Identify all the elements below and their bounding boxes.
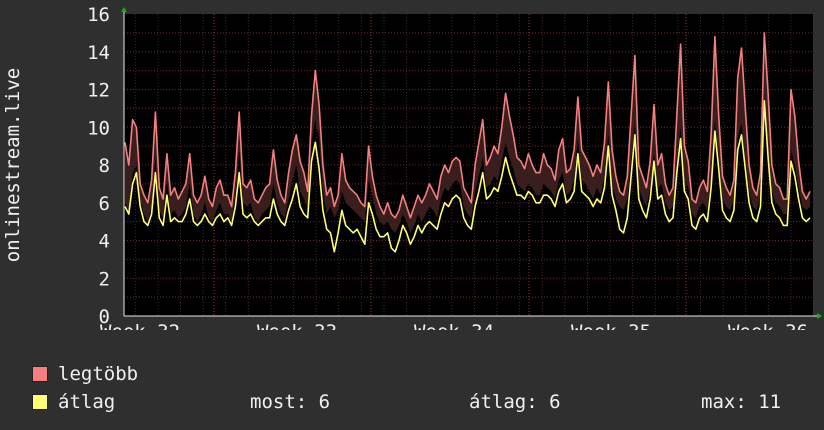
series-fill-legtobb: [125, 32, 810, 233]
series-line-atlag: [124, 100, 811, 253]
x-tick-label: Week 35: [571, 321, 651, 330]
legend-swatch-atlag: [32, 394, 48, 410]
x-tick-label: Week 32: [100, 321, 180, 330]
legend-item-atlag: átlag most: 6 átlag: 6 max: 11: [32, 391, 812, 413]
series-line-legtobb: [124, 32, 811, 219]
y-tick-label: 12: [87, 80, 110, 102]
stat-max: max: 11: [701, 391, 782, 413]
y-tick-label: 6: [99, 193, 110, 215]
y-tick-label: 10: [87, 117, 110, 139]
chart-plot: 0 2 4 6 8 10 12 14 16 Week 32 Week 33 Week 34 Week 3…: [87, 4, 822, 330]
stat-most: most: 6: [250, 391, 331, 413]
x-tick-label: Week 33: [257, 321, 337, 330]
legend-label-legtobb: legtöbb: [58, 363, 139, 385]
legend-item-legtobb: legtöbb: [32, 363, 812, 385]
y-tick-label: 4: [99, 231, 110, 253]
y-tick-label: 0: [99, 306, 110, 328]
x-tick-label: Week 34: [414, 321, 494, 330]
y-axis-label-container: onlinestream.live: [0, 0, 26, 320]
y-axis-arrow: [121, 7, 127, 12]
legend-label-atlag: átlag: [58, 391, 116, 413]
y-axis-label: onlinestream.live: [2, 67, 24, 263]
y-tick-label: 8: [99, 155, 110, 177]
y-tick-label: 14: [87, 42, 110, 64]
legend-swatch-legtobb: [32, 366, 48, 382]
y-tick-label: 2: [99, 268, 110, 290]
x-axis-arrow: [817, 313, 822, 319]
x-tick-label: Week 36: [728, 321, 808, 330]
y-tick-label: 16: [87, 4, 110, 26]
stat-atlag: átlag: 6: [469, 391, 561, 413]
